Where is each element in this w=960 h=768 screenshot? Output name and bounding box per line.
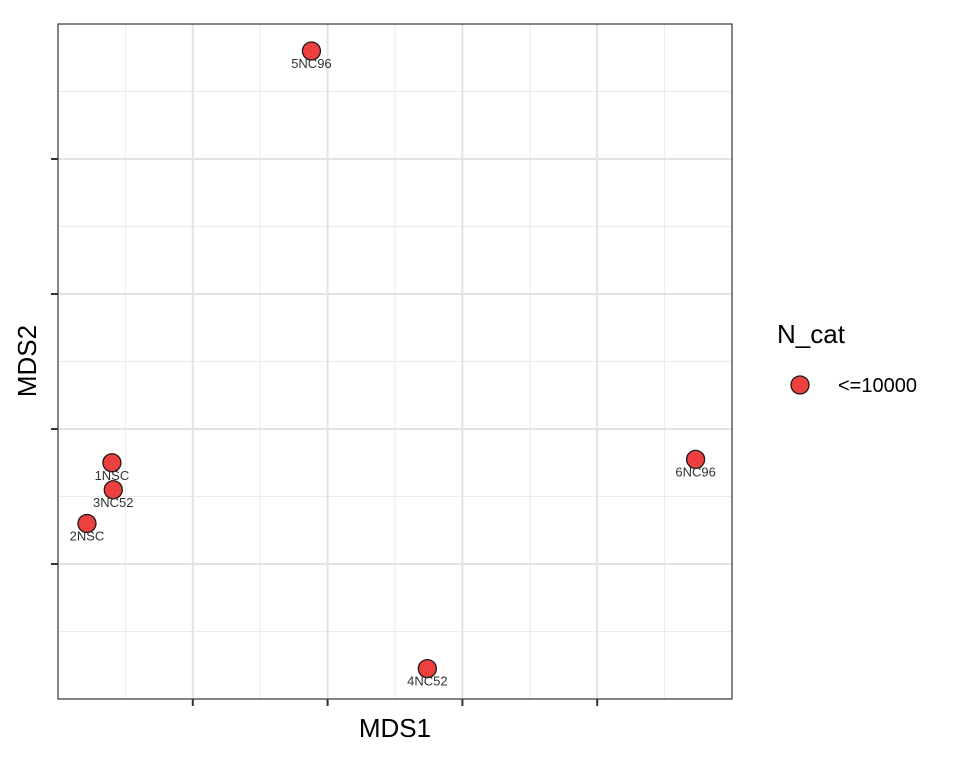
data-point-6NC96 xyxy=(685,449,706,470)
data-point-5NC96 xyxy=(301,41,322,61)
data-points xyxy=(77,41,706,679)
data-point-3NC52 xyxy=(103,480,123,500)
major-gridlines xyxy=(58,24,732,699)
x-axis-title: MDS1 xyxy=(359,713,431,743)
data-point-4NC52 xyxy=(417,658,438,679)
point-label-5NC96: 5NC96 xyxy=(291,56,331,71)
data-point-2NSC xyxy=(77,513,97,534)
y-axis-title: MDS2 xyxy=(12,325,42,397)
legend-key-marker xyxy=(790,375,810,395)
point-label-4NC52: 4NC52 xyxy=(407,674,447,689)
point-labels: 1NSC 3NC52 2NSC 5NC96 4NC52 6NC96 xyxy=(70,56,716,689)
legend-entry-label: <=10000 xyxy=(838,375,917,397)
point-label-2NSC: 2NSC xyxy=(70,529,105,544)
legend-title: N_cat xyxy=(777,319,846,349)
plot-panel-border xyxy=(57,23,733,700)
point-label-1NSC: 1NSC xyxy=(95,468,130,483)
data-point-1NSC xyxy=(102,453,122,473)
legend: N_cat <=10000 xyxy=(777,319,917,397)
point-label-6NC96: 6NC96 xyxy=(675,464,715,479)
point-label-3NC52: 3NC52 xyxy=(93,495,133,510)
minor-gridlines xyxy=(58,24,732,699)
axis-ticks xyxy=(51,158,599,706)
